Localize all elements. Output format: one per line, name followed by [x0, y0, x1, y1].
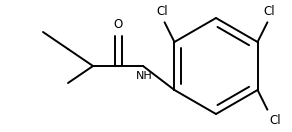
Text: O: O: [113, 18, 123, 31]
Text: Cl: Cl: [157, 5, 168, 18]
Text: Cl: Cl: [270, 114, 281, 127]
Text: Cl: Cl: [264, 5, 275, 18]
Text: NH: NH: [135, 71, 152, 81]
